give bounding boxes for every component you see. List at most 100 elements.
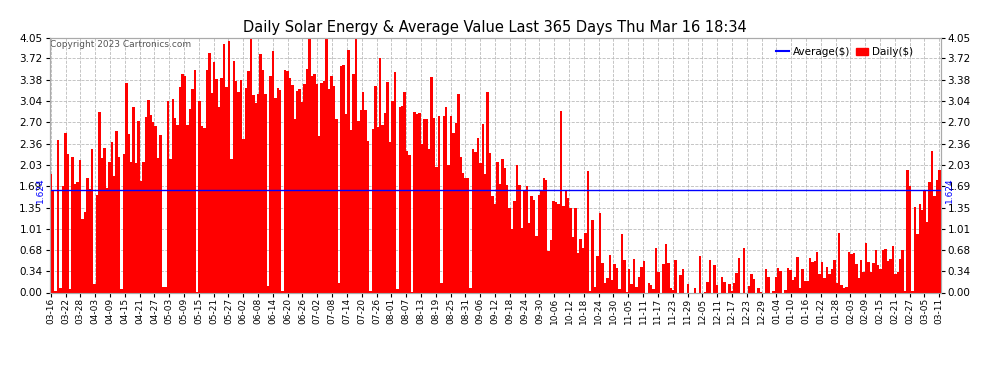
Bar <box>54 291 56 292</box>
Bar <box>724 282 726 292</box>
Bar <box>831 269 834 292</box>
Bar <box>733 283 736 292</box>
Bar <box>221 78 223 292</box>
Bar <box>379 58 381 292</box>
Bar <box>552 201 554 292</box>
Bar <box>489 153 491 292</box>
Bar <box>294 119 296 292</box>
Bar <box>784 291 787 292</box>
Bar <box>536 236 538 292</box>
Bar <box>338 284 340 292</box>
Bar <box>604 283 606 292</box>
Bar <box>93 284 96 292</box>
Bar <box>594 287 596 292</box>
Bar <box>235 81 238 292</box>
Bar <box>259 54 262 292</box>
Bar <box>369 291 371 292</box>
Bar <box>772 291 774 292</box>
Bar <box>399 106 401 292</box>
Bar <box>59 288 61 292</box>
Bar <box>313 74 316 292</box>
Bar <box>797 257 799 292</box>
Bar <box>349 130 352 292</box>
Bar <box>391 102 394 292</box>
Bar <box>159 135 161 292</box>
Bar <box>714 265 716 292</box>
Bar <box>801 268 804 292</box>
Bar <box>76 182 79 292</box>
Bar <box>74 183 76 292</box>
Bar <box>316 84 318 292</box>
Bar <box>128 134 130 292</box>
Bar <box>238 92 240 292</box>
Bar <box>736 273 738 292</box>
Bar <box>91 149 93 292</box>
Bar <box>845 287 847 292</box>
Bar <box>354 38 357 292</box>
Bar <box>331 76 333 292</box>
Bar <box>662 264 664 292</box>
Bar <box>511 229 513 292</box>
Bar <box>311 76 313 292</box>
Bar <box>569 208 572 292</box>
Bar <box>145 117 148 292</box>
Bar <box>125 82 128 292</box>
Bar <box>804 281 806 292</box>
Bar <box>633 259 636 292</box>
Bar <box>474 152 477 292</box>
Bar <box>303 84 306 292</box>
Bar <box>323 81 326 292</box>
Bar <box>636 288 638 292</box>
Bar <box>852 254 855 292</box>
Bar <box>614 264 616 292</box>
Bar <box>728 284 731 292</box>
Bar <box>318 136 321 292</box>
Bar <box>291 86 294 292</box>
Bar <box>421 144 423 292</box>
Bar <box>750 274 752 292</box>
Bar <box>501 159 504 292</box>
Bar <box>240 80 243 292</box>
Bar <box>118 157 121 292</box>
Bar <box>694 288 696 292</box>
Bar <box>433 118 436 292</box>
Bar <box>223 44 226 292</box>
Bar <box>156 158 159 292</box>
Bar <box>494 204 496 292</box>
Bar <box>340 66 343 292</box>
Bar <box>547 251 549 292</box>
Bar <box>477 138 479 292</box>
Bar <box>929 182 931 292</box>
Bar <box>103 148 106 292</box>
Bar <box>449 116 452 292</box>
Bar <box>138 122 140 292</box>
Bar <box>481 124 484 292</box>
Bar <box>647 282 650 292</box>
Bar <box>193 70 196 292</box>
Bar <box>877 265 879 292</box>
Bar <box>652 289 655 292</box>
Bar <box>154 126 156 292</box>
Bar <box>939 170 940 292</box>
Bar <box>301 102 303 292</box>
Bar <box>906 170 909 292</box>
Bar <box>601 263 604 292</box>
Title: Daily Solar Energy & Average Value Last 365 Days Thu Mar 16 18:34: Daily Solar Energy & Average Value Last … <box>244 20 746 35</box>
Bar <box>865 243 867 292</box>
Bar <box>401 106 404 292</box>
Bar <box>66 154 69 292</box>
Bar <box>454 123 457 292</box>
Bar <box>174 118 176 292</box>
Bar <box>176 124 179 292</box>
Bar <box>643 261 645 292</box>
Bar <box>86 178 88 292</box>
Bar <box>899 260 902 292</box>
Bar <box>191 89 193 292</box>
Bar <box>289 78 291 292</box>
Bar <box>328 89 331 292</box>
Bar <box>738 258 741 292</box>
Bar <box>936 180 939 292</box>
Bar <box>211 93 213 292</box>
Bar <box>596 256 599 292</box>
Bar <box>874 249 877 292</box>
